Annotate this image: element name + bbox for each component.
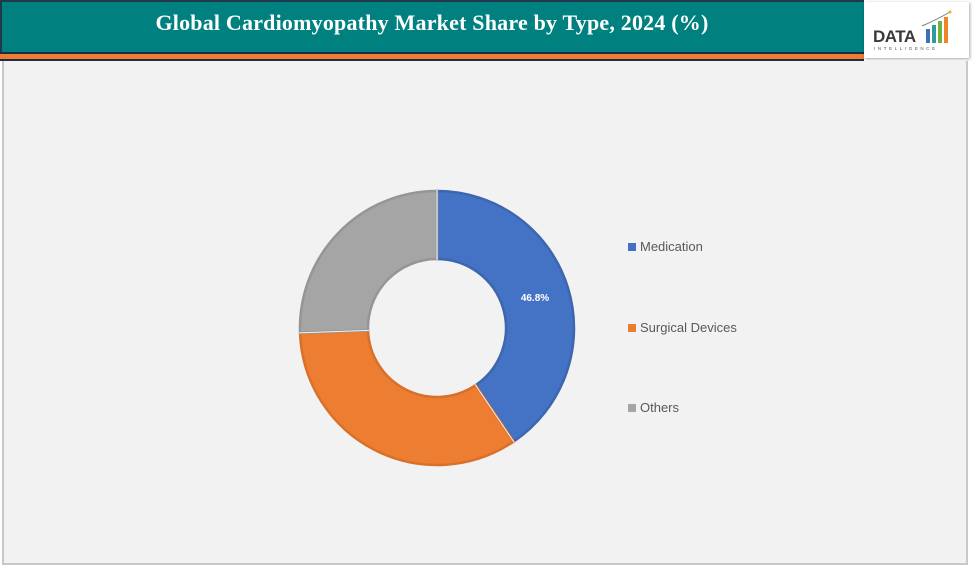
logo-icon: DATA INTELLIGENCE [873,10,952,51]
slice-others[interactable] [298,189,439,335]
divider-line [0,59,864,61]
slice-surgical-devices[interactable] [298,329,516,467]
legend-swatch-icon [628,242,636,251]
accent-stripe [0,54,864,59]
slice-medication[interactable] [435,189,576,444]
donut-chart: 46.8% [298,189,576,467]
chart-area: 46.8% Medication Surgical Devices Others [2,61,968,565]
chart-title: Global Cardiomyopathy Market Share by Ty… [155,10,709,35]
slice-separator [299,329,370,334]
svg-text:DATA: DATA [873,27,916,46]
legend-item-others[interactable]: Others [628,400,679,415]
datam-intelligence-logo: DATA INTELLIGENCE [864,2,969,58]
title-banner [0,0,864,52]
svg-text:INTELLIGENCE: INTELLIGENCE [874,46,938,51]
divider-line [0,52,864,54]
legend-swatch-icon [628,323,636,332]
data-label-medication: 46.8% [521,293,549,304]
legend-item-surgical-devices[interactable]: Surgical Devices [628,320,737,335]
legend-item-medication[interactable]: Medication [628,239,703,254]
legend-swatch-icon [628,403,636,412]
slice-separator [474,384,515,443]
